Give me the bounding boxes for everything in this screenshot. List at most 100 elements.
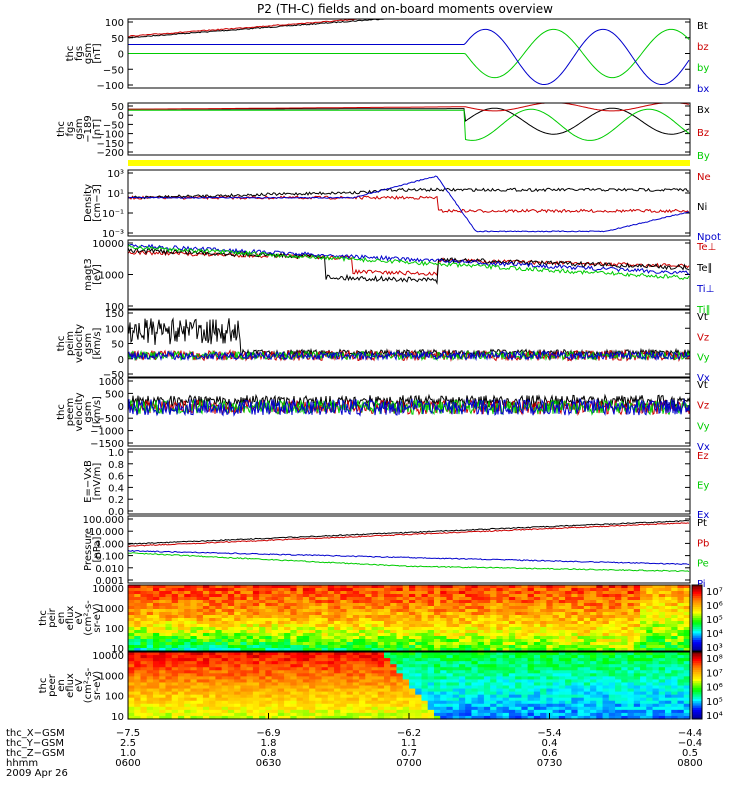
spectrogram-cell <box>483 664 491 668</box>
spectrogram-cell <box>483 633 491 637</box>
spectrogram-cell <box>271 664 279 668</box>
spectrogram-cell <box>277 652 285 656</box>
spectrogram-cell <box>465 585 473 589</box>
spectrogram-cell <box>477 633 485 637</box>
spectrogram-cell <box>515 703 522 708</box>
spectrogram-cell <box>302 639 310 643</box>
spectrogram-cell <box>240 591 248 595</box>
spectrogram-cell <box>502 694 510 699</box>
spectrogram-cell <box>390 624 398 628</box>
spectrogram-cell <box>590 655 597 659</box>
spectrogram-cell <box>234 655 241 659</box>
spectrogram-cell <box>371 712 379 717</box>
spectrogram-cell <box>396 612 404 616</box>
spectrogram-cell <box>671 709 679 714</box>
spectrogram-cell <box>658 585 666 589</box>
spectrogram-cell <box>327 676 335 681</box>
spectrogram-cell <box>159 618 167 622</box>
spectrogram-cell <box>615 645 622 649</box>
spectrogram-cell <box>446 655 454 659</box>
spectrogram-cell <box>284 706 291 711</box>
spectrogram-cell <box>134 709 142 714</box>
spectrogram-cell <box>171 655 179 659</box>
spectrogram-cell <box>577 691 585 696</box>
spectrogram-cell <box>209 606 217 610</box>
spectrogram-cell <box>440 667 448 671</box>
spectrogram-cell <box>483 603 491 607</box>
spectrogram-cell <box>171 642 179 646</box>
spectrogram-cell <box>496 588 504 592</box>
spectrogram-cell <box>259 627 266 631</box>
spectrogram-cell <box>177 585 185 589</box>
spectrogram-cell <box>677 691 685 696</box>
spectrogram-cell <box>259 694 266 699</box>
spectrogram-cell <box>671 679 679 684</box>
ylabel-line: peem <box>65 398 76 426</box>
spectrogram-cell <box>565 652 572 656</box>
spectrogram-cell <box>315 606 323 610</box>
spectrogram-cell <box>646 621 654 625</box>
spectrogram-cell <box>221 603 229 607</box>
spectrogram-cell <box>252 609 260 613</box>
spectrogram-cell <box>409 679 416 684</box>
spectrogram-cell <box>290 609 298 613</box>
spectrogram-cell <box>652 606 660 610</box>
spectrogram-cell <box>490 618 498 622</box>
spectrogram-cell <box>140 676 148 681</box>
spectrogram-cell <box>658 673 666 677</box>
spectrogram-cell <box>515 636 522 640</box>
spectrogram-cell <box>352 673 360 677</box>
spectrogram-cell <box>546 691 554 696</box>
spectrogram-cell <box>296 673 304 677</box>
spectrogram-cell <box>359 615 366 619</box>
spectrogram-cell <box>502 682 510 687</box>
spectrogram-cell <box>440 673 448 677</box>
spectrogram-cell <box>527 606 535 610</box>
spectrogram-cell <box>571 655 579 659</box>
spectrogram-cell <box>640 700 647 705</box>
spectrogram-cell <box>390 673 398 677</box>
spectrogram-cell <box>159 676 167 681</box>
spectrogram-cell <box>502 636 510 640</box>
spectrogram-cell <box>665 655 672 659</box>
spectrogram-cell <box>521 624 529 628</box>
spectrogram-cell <box>490 636 498 640</box>
spectrogram-cell <box>146 658 154 662</box>
spectrogram-cell <box>446 697 454 702</box>
spectrogram-cell <box>159 594 167 598</box>
spectrogram-cell <box>421 709 429 714</box>
spectrogram-cell <box>134 615 142 619</box>
spectrogram-cell <box>515 652 522 656</box>
spectrogram-cell <box>546 600 554 604</box>
spectrogram-cell <box>196 709 204 714</box>
spectrogram-cell <box>140 715 148 720</box>
spectrogram-cell <box>583 700 591 705</box>
spectrogram-cell <box>558 615 566 619</box>
y-tick-label: 0 <box>118 111 124 122</box>
spectrogram-cell <box>384 694 391 699</box>
spectrogram-cell <box>490 709 498 714</box>
spectrogram-cell <box>159 712 167 717</box>
spectrogram-cell <box>227 676 235 681</box>
spectrogram-cell <box>527 618 535 622</box>
spectrogram-cell <box>683 700 691 705</box>
spectrogram-cell <box>558 642 566 646</box>
spectrogram-cell <box>508 624 516 628</box>
spectrogram-cell <box>284 597 291 601</box>
spectrogram-cell <box>590 630 597 634</box>
colorbar-cell <box>692 681 702 684</box>
spectrogram-cell <box>440 585 448 589</box>
spectrogram-cell <box>290 700 298 705</box>
spectrogram-cell <box>240 661 248 665</box>
spectrogram-cell <box>452 652 460 656</box>
spectrogram-cell <box>633 603 641 607</box>
spectrogram-cell <box>427 624 435 628</box>
spectrogram-cell <box>327 679 335 684</box>
spectrogram-cell <box>259 612 266 616</box>
spectrogram-cell <box>671 664 679 668</box>
panel-frame <box>127 515 691 584</box>
spectrogram-cell <box>134 603 142 607</box>
spectrogram-cell <box>340 609 348 613</box>
spectrogram-cell <box>558 648 566 652</box>
spectrogram-cell <box>371 648 379 652</box>
